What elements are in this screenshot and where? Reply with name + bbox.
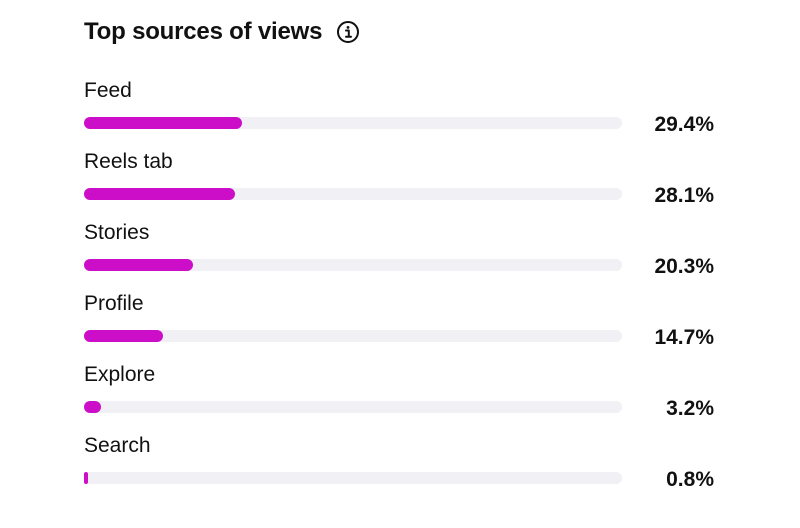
bar-fill xyxy=(84,117,243,129)
source-row: Stories 20.3% xyxy=(84,220,724,291)
source-row: Feed 29.4% xyxy=(84,78,724,149)
sources-bar-chart: Feed 29.4% Reels tab 28.1% Stories 20.3% Profi… xyxy=(84,78,724,504)
bar-track xyxy=(84,472,622,484)
source-value: 29.4% xyxy=(654,113,714,136)
source-label: Feed xyxy=(84,79,132,102)
bar-fill xyxy=(84,401,102,413)
source-value: 14.7% xyxy=(654,326,714,349)
bar-fill xyxy=(84,188,236,200)
bar-track xyxy=(84,259,622,271)
bar-fill xyxy=(84,472,89,484)
top-sources-card: Top sources of views Feed 29.4% Reels tab 2… xyxy=(84,14,724,504)
bar-track xyxy=(84,188,622,200)
source-label: Reels tab xyxy=(84,150,173,173)
bar-track xyxy=(84,401,622,413)
source-row: Explore 3.2% xyxy=(84,362,724,433)
bar-fill xyxy=(84,330,164,342)
source-row: Search 0.8% xyxy=(84,433,724,504)
source-row: Reels tab 28.1% xyxy=(84,149,724,220)
source-value: 28.1% xyxy=(654,184,714,207)
source-row: Profile 14.7% xyxy=(84,291,724,362)
source-value: 3.2% xyxy=(666,397,714,420)
bar-fill xyxy=(84,259,194,271)
source-label: Profile xyxy=(84,292,144,315)
bar-track xyxy=(84,117,622,129)
card-header: Top sources of views xyxy=(84,14,724,50)
source-value: 20.3% xyxy=(654,255,714,278)
source-value: 0.8% xyxy=(666,468,714,491)
card-title: Top sources of views xyxy=(84,18,323,45)
source-label: Stories xyxy=(84,221,150,244)
info-icon[interactable] xyxy=(336,20,360,44)
bar-track xyxy=(84,330,622,342)
source-label: Explore xyxy=(84,363,156,386)
source-label: Search xyxy=(84,434,151,457)
